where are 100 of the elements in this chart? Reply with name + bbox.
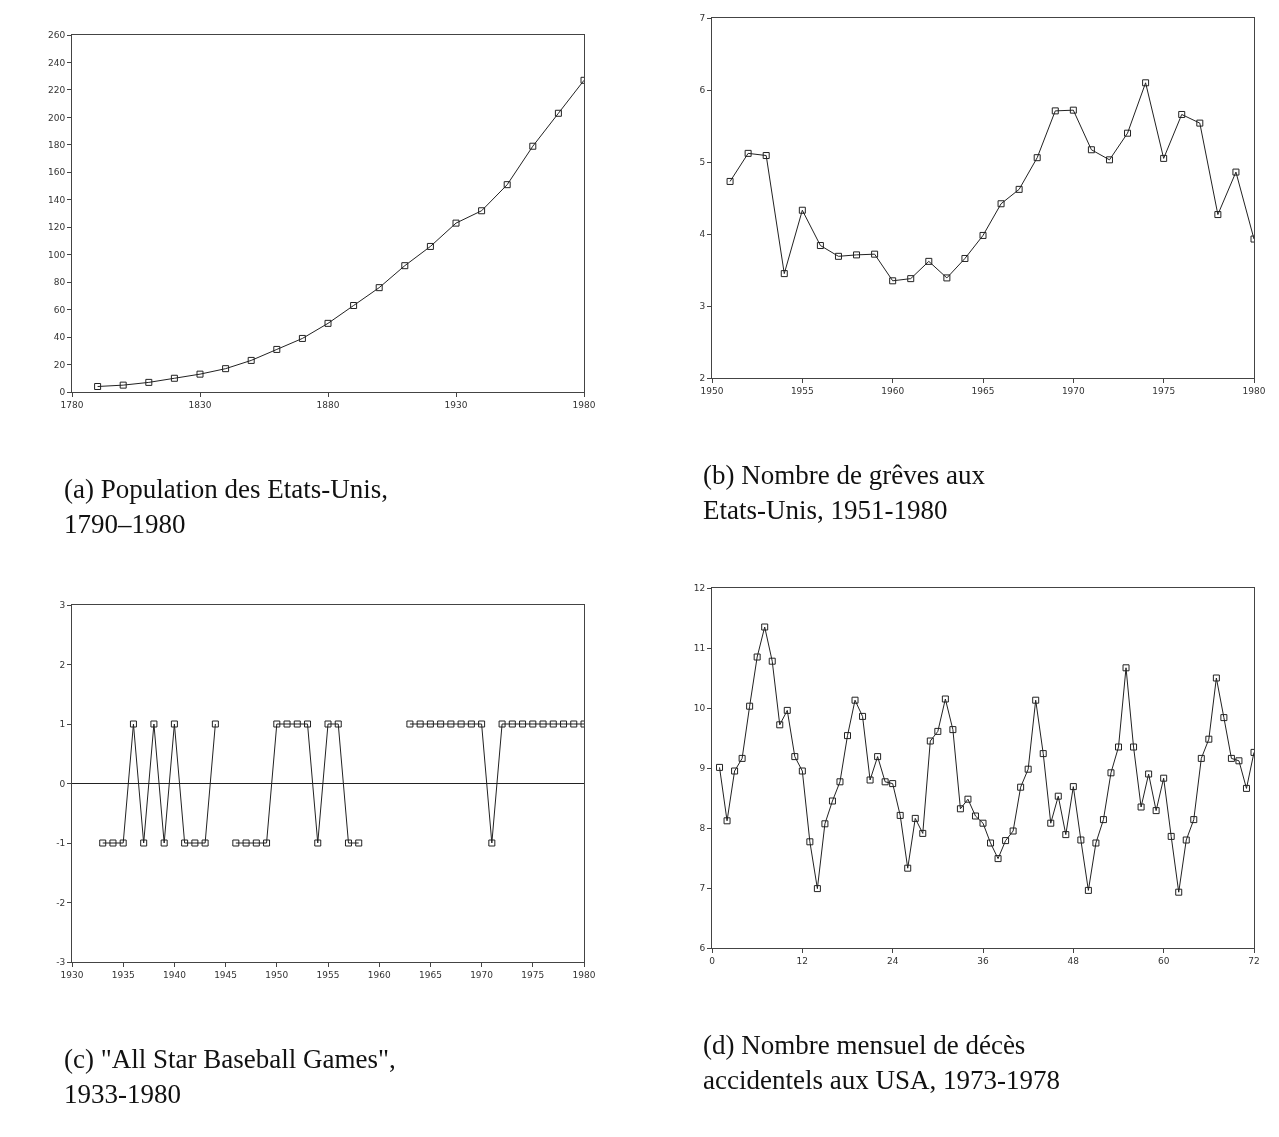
x-tick-label: 60 (1157, 955, 1170, 966)
point (503, 181, 511, 189)
point (247, 356, 255, 364)
point (925, 257, 933, 265)
y-tick-label: 0 (59, 778, 66, 789)
x-tick-label: 1930 (444, 399, 468, 410)
point (554, 109, 562, 117)
y-tick-label: 2 (699, 373, 706, 384)
x-tick-label: 1830 (188, 399, 212, 410)
x-tick-label: 1960 (367, 969, 391, 980)
text: (d) Nombre mensuel de décès accidentels aux USA, 1973-1978 (703, 1030, 1060, 1096)
x-tick-label: 1970 (1061, 385, 1086, 396)
y-tick-label: 3 (699, 301, 706, 312)
point (1142, 79, 1150, 87)
y-tick-label: 160 (48, 167, 66, 178)
point (798, 206, 806, 214)
point (452, 219, 460, 227)
y-tick-label: 40 (53, 332, 66, 343)
x-tick-label: 1955 (316, 969, 340, 980)
point (324, 319, 332, 327)
y-tick-label: 3 (59, 600, 66, 611)
point (1178, 110, 1186, 118)
point (1232, 168, 1240, 176)
y-tick-label: 2 (59, 659, 66, 670)
point (1160, 154, 1168, 162)
x-tick-label: 1980 (572, 399, 596, 410)
y-tick-label: 4 (699, 229, 706, 240)
point (145, 378, 153, 386)
point (762, 152, 770, 160)
y-tick-label: 7 (699, 13, 706, 24)
x-tick-label: 36 (977, 955, 989, 966)
point (375, 284, 383, 292)
x-tick-label: 48 (1067, 955, 1080, 966)
text: (c) "All Star Baseball Games", 1933-1980 (64, 1044, 396, 1110)
point (298, 334, 306, 342)
y-tick-label: 180 (48, 140, 66, 150)
x-tick-label: 1945 (214, 969, 238, 980)
x-tick-label: 0 (709, 955, 716, 966)
x-tick-label: 1960 (881, 385, 905, 396)
x-tick-label: 1780 (60, 399, 84, 410)
y-tick-label: 8 (699, 823, 706, 834)
x-tick-label: 72 (1248, 955, 1260, 966)
y-tick-label: 240 (48, 57, 66, 68)
point (997, 200, 1005, 208)
point (170, 374, 178, 382)
point (196, 370, 204, 378)
y-tick-label: 7 (699, 883, 706, 894)
y-tick-label: 80 (53, 277, 66, 288)
y-tick-label: 6 (699, 85, 706, 96)
y-tick-label: 60 (53, 304, 66, 315)
point (961, 254, 969, 262)
x-tick-label: 1980 (572, 969, 596, 980)
point (401, 262, 409, 270)
y-tick-label: 220 (48, 85, 66, 96)
y-tick-label: 200 (48, 112, 66, 123)
point (1069, 106, 1077, 114)
point (94, 383, 102, 391)
y-tick-label: 5 (699, 157, 706, 168)
point (273, 345, 281, 353)
x-tick-label: 1975 (521, 969, 545, 980)
point (816, 242, 824, 250)
x-tick-label: 1935 (111, 969, 135, 980)
y-tick-label: 20 (53, 359, 66, 370)
point (1214, 211, 1222, 219)
x-tick-label: 1950 (700, 385, 724, 396)
y-tick-label: 6 (699, 943, 706, 954)
point (889, 277, 897, 285)
point (426, 242, 434, 250)
point (834, 252, 842, 260)
y-tick-label: -1 (56, 838, 66, 849)
x-tick-label: 1950 (265, 969, 289, 980)
x-tick-label: 1930 (60, 969, 84, 980)
x-tick-label: 1975 (1152, 385, 1176, 396)
y-tick-label: 120 (48, 222, 66, 233)
point (1033, 154, 1041, 162)
x-tick-label: 1955 (790, 385, 814, 396)
x-tick-label: 1965 (418, 969, 442, 980)
text: (a) Population des Etats-Unis, 1790–1980 (64, 474, 388, 540)
x-tick-label: 1965 (971, 385, 995, 396)
point (1051, 107, 1059, 115)
point (1015, 185, 1023, 193)
y-tick-label: 10 (693, 703, 706, 714)
point (907, 275, 915, 283)
x-tick-label: 1980 (1242, 385, 1266, 396)
point (943, 274, 951, 282)
point (979, 231, 987, 239)
point (478, 207, 486, 215)
point (1105, 156, 1113, 164)
y-tick-label: 9 (699, 763, 706, 774)
x-tick-label: 1970 (470, 969, 494, 980)
point (222, 365, 230, 373)
text: (b) Nombre de grêves aux Etats-Unis, 1951-1980 (703, 460, 986, 526)
y-tick-label: 11 (693, 643, 706, 654)
point (744, 149, 752, 157)
point (780, 270, 788, 278)
y-tick-label: 100 (48, 249, 66, 260)
y-tick-label: -3 (56, 957, 66, 968)
point (726, 177, 734, 185)
y-tick-label: -2 (56, 897, 66, 908)
y-tick-label: 12 (693, 583, 706, 594)
